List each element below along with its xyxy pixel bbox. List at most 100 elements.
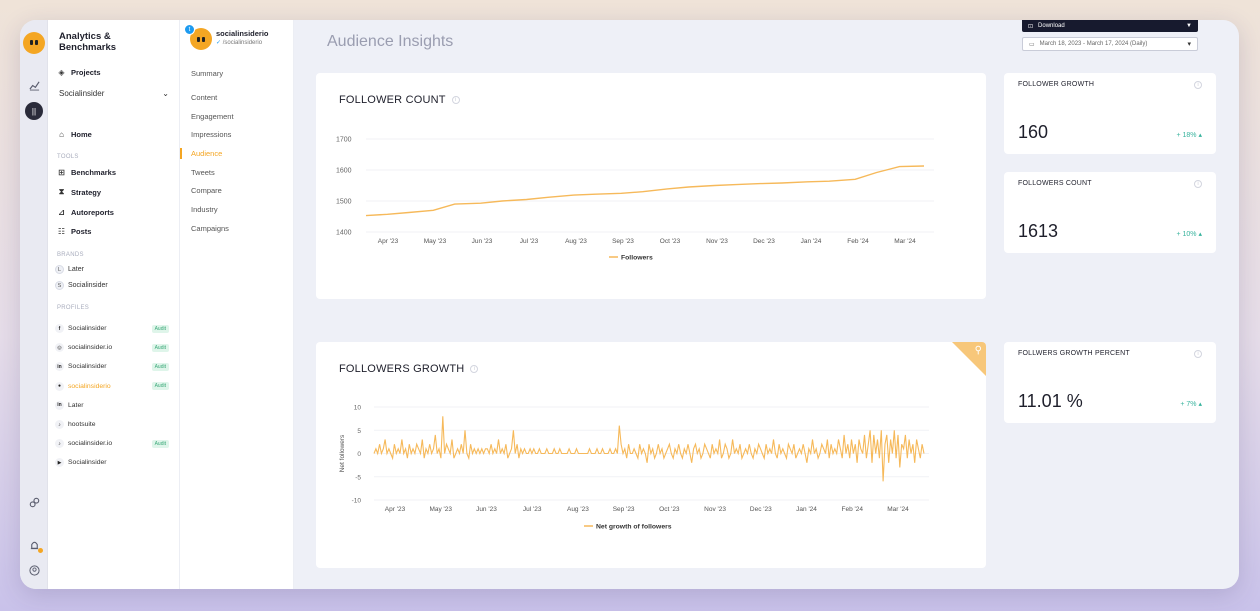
stat-value: 11.01 % (1018, 391, 1083, 411)
sidebar-item-strategy[interactable]: ⧗ Strategy (57, 187, 101, 197)
audit-badge[interactable]: Audit (151, 362, 169, 371)
brand-item-later[interactable]: L Later (55, 265, 84, 274)
x-tick-label: Mar '24 (887, 506, 909, 513)
download-button[interactable]: ⊡ Download ▼ (1022, 20, 1198, 32)
tab-tweets[interactable]: Tweets (191, 168, 215, 177)
followers-growth-card: FOLLOWERS GROWTH i ⚲ -10 -5 0 5 10 Net follow… (316, 342, 986, 568)
caret-up-icon: ▴ (1198, 132, 1202, 139)
sidebar-item-posts[interactable]: ☷ Posts (57, 227, 92, 236)
x-tick-label: May '23 (429, 506, 452, 513)
sidebar-item-autoreports[interactable]: ⊿ Autoreports (57, 208, 114, 217)
tab-audience[interactable]: Audience (191, 149, 223, 158)
sidebar-item-projects[interactable]: ◈ Projects (57, 68, 100, 77)
user-icon[interactable] (25, 561, 43, 579)
avatar-icon[interactable]: || (25, 102, 43, 120)
chevron-down-icon: ⌄ (162, 89, 169, 98)
info-icon[interactable]: i (451, 96, 460, 104)
card-title: FOLLOWER COUNT i (339, 94, 460, 106)
y-tick-label: 10 (354, 405, 362, 412)
download-icon: ⊡ (1028, 23, 1034, 30)
series-line-net-growth (373, 416, 925, 482)
sidebar-item-label: Strategy (71, 187, 102, 197)
sidebar-item-label: Posts (71, 227, 92, 236)
brand-item-socialinsider[interactable]: S Socialinsider (55, 281, 108, 290)
stat-card-follower-growth: FOLLOWER GROWTH i 160 + 18% ▴ (1004, 73, 1216, 154)
network-icon: ♪ (55, 439, 64, 449)
y-tick-label: 1400 (336, 230, 352, 237)
x-tick-label: Aug '23 (567, 506, 589, 513)
info-icon[interactable]: i (1194, 81, 1202, 89)
hourglass-icon: ⧗ (58, 187, 65, 196)
tab-campaigns[interactable]: Campaigns (191, 224, 229, 233)
x-tick-label: Jun '23 (476, 506, 497, 513)
info-icon[interactable]: i (1194, 180, 1202, 188)
workspace-select-value: Socialinsider (59, 89, 105, 98)
corner-search-tab[interactable] (952, 342, 986, 376)
tab-compare[interactable]: Compare (191, 186, 222, 195)
profiles-section-label: PROFILES (57, 305, 90, 311)
y-tick-label: 5 (357, 428, 361, 435)
profile-item[interactable]: ♪ hootsuite (55, 420, 169, 429)
x-tick-label: Apr '23 (385, 506, 406, 513)
tab-industry[interactable]: Industry (191, 205, 218, 214)
x-tick-label: Sep '23 (612, 238, 634, 245)
info-icon[interactable]: i (1194, 350, 1202, 358)
audit-badge[interactable]: Audit (151, 382, 169, 391)
x-tick-label: Apr '23 (378, 238, 399, 245)
profile-item[interactable]: ◎ socialinsider.io Audit (55, 343, 169, 353)
x-tick-label: Jul '23 (523, 506, 542, 513)
audit-badge[interactable]: Audit (151, 343, 169, 352)
tab-summary[interactable]: Summary (191, 69, 224, 78)
active-tab-marker (180, 148, 182, 159)
profile-item[interactable]: f Socialinsider Audit (55, 324, 169, 333)
sidebar-item-benchmarks[interactable]: ⊞ Benchmarks (57, 168, 116, 177)
download-label: Download (1038, 23, 1065, 29)
app-window: || Analytics & Benchmarks ◈ Projects Soc… (20, 20, 1239, 589)
card-title-text: FOLLOWERS GROWTH (339, 363, 465, 375)
profile-item[interactable]: ● socialinsiderio Audit (55, 381, 169, 391)
audit-badge[interactable]: Audit (151, 324, 169, 333)
app-title: Analytics & Benchmarks (59, 31, 117, 53)
network-icon: in (55, 362, 64, 372)
brands-section-label: BRANDS (57, 252, 84, 258)
caret-down-icon: ▼ (1186, 23, 1192, 29)
tab-impressions[interactable]: Impressions (191, 130, 232, 139)
profile-label: hootsuite (68, 421, 96, 428)
account-handle-text: /socialinsiderio (222, 40, 263, 46)
brand-avatar: L (55, 265, 64, 274)
stat-change: + 7% ▴ (1180, 400, 1202, 408)
network-icon: ◎ (55, 343, 64, 353)
layers-icon: ◈ (58, 68, 65, 77)
info-icon[interactable]: i (470, 365, 479, 373)
profile-item[interactable]: in Later (55, 400, 169, 410)
card-title: FOLLOWERS GROWTH i (339, 363, 479, 375)
tab-content[interactable]: Content (191, 93, 218, 102)
account-name: socialinsiderio (216, 29, 269, 38)
profile-item[interactable]: ♪ socialinsider.io Audit (55, 439, 169, 449)
workspace-select[interactable]: Socialinsider ⌄ (59, 89, 169, 98)
y-axis-label: Net followers (339, 434, 346, 472)
bell-icon[interactable] (25, 536, 43, 554)
sidebar-item-label: Autoreports (71, 208, 114, 217)
link-icon[interactable] (25, 493, 43, 511)
profile-label: Socialinsider (68, 459, 107, 467)
sidebar-item-home[interactable]: ⌂ Home (57, 130, 92, 139)
profile-item[interactable]: in Socialinsider Audit (55, 362, 169, 372)
x-tick-label: Feb '24 (842, 506, 864, 513)
caret-up-icon: ▴ (1198, 231, 1202, 238)
stat-title: FOLLOWER GROWTH (1018, 81, 1095, 88)
audit-badge[interactable]: Audit (151, 439, 169, 448)
x-tick-label: May '23 (424, 238, 447, 245)
sidebar-item-label: Benchmarks (71, 168, 117, 177)
profile-item[interactable]: ▶ Socialinsider (55, 458, 169, 468)
chart-icon[interactable] (25, 76, 43, 94)
x-tick-label: Dec '23 (750, 506, 772, 513)
y-tick-label: 0 (357, 451, 361, 458)
date-range-picker[interactable]: ▭ March 18, 2023 - March 17, 2024 (Daily… (1022, 37, 1198, 51)
sidebar-item-label: Home (71, 130, 92, 139)
x-tick-label: Jul '23 (520, 238, 539, 245)
logo-icon[interactable] (23, 32, 45, 54)
y-tick-label: 1600 (336, 168, 352, 175)
tab-engagement[interactable]: Engagement (191, 112, 234, 121)
search-icon[interactable]: ⚲ (974, 345, 982, 356)
